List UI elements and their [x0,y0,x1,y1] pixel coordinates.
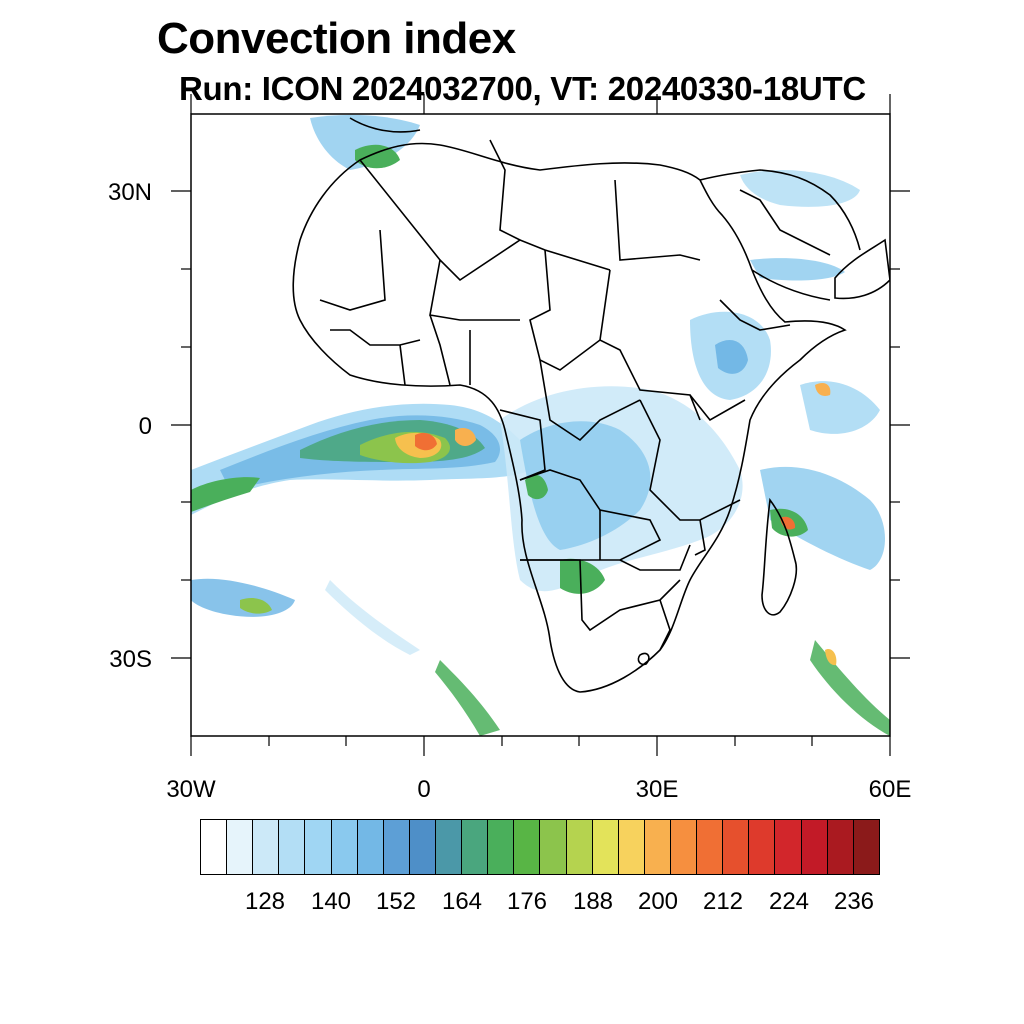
colorbar-label: 236 [833,888,875,915]
colorbar-label: 176 [506,888,548,915]
colorbar [200,819,880,875]
colorbar-box [409,820,436,874]
colorbar-box [383,820,410,874]
lon-label-30w: 30W [166,776,216,803]
colorbar-box [566,820,593,874]
colorbar-box [644,820,671,874]
colorbar-label: 200 [637,888,679,915]
colorbar-box [227,820,254,874]
colorbar-box [618,820,645,874]
colorbar-label: 212 [702,888,744,915]
lon-label-30e: 30E [635,776,679,803]
convection-field [191,114,890,736]
colorbar-box [435,820,463,874]
colorbar-box [670,820,698,874]
colorbar-label: 140 [310,888,352,915]
colorbar-box [514,820,541,874]
axis-ticks [171,94,910,756]
colorbar-box [749,820,776,874]
colorbar-box [592,820,619,874]
colorbar-box [697,820,724,874]
colorbar-box [357,820,384,874]
lat-label-30s: 30S [109,646,152,673]
lat-label-30n: 30N [107,179,152,206]
lon-label-60e: 60E [868,776,912,803]
colorbar-box [305,820,332,874]
colorbar-label: 128 [244,888,286,915]
colorbar-box [201,820,228,874]
lon-label-0: 0 [417,776,431,803]
country-borders [319,139,831,651]
colorbar-box [253,820,280,874]
colorbar-box [488,820,515,874]
coastlines [292,117,890,693]
colorbar-box [462,820,489,874]
chart-title: Convection index [157,14,516,63]
colorbar-box [775,820,802,874]
colorbar-label: 164 [441,888,483,915]
lat-label-0: 0 [138,413,152,440]
colorbar-box [331,820,358,874]
chart-subtitle: Run: ICON 2024032700, VT: 20240330-18UTC [179,70,866,107]
colorbar-box [827,820,854,874]
colorbar-label: 152 [375,888,417,915]
colorbar-box [853,820,879,874]
colorbar-label: 188 [572,888,614,915]
colorbar-box [540,820,567,874]
colorbar-box [723,820,750,874]
colorbar-box [801,820,828,874]
colorbar-label: 224 [768,888,810,915]
colorbar-box [279,820,306,874]
